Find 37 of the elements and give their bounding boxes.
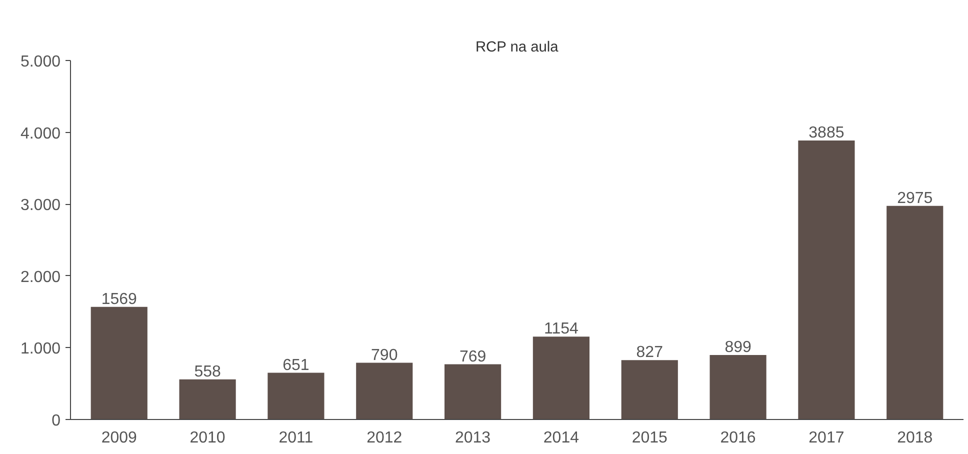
y-tick-label: 3.000 <box>20 197 61 214</box>
bar <box>798 140 855 420</box>
y-tick-label: 0 <box>52 412 61 430</box>
x-tick-label: 2013 <box>454 430 491 446</box>
bar <box>886 206 944 420</box>
x-tick-label: 2011 <box>278 430 314 446</box>
x-tick-label: 2016 <box>720 430 756 446</box>
bar <box>444 364 502 420</box>
data-label: 769 <box>459 348 486 366</box>
x-tick-label: 2018 <box>897 430 933 446</box>
chart-title: RCP na aula <box>475 40 560 56</box>
x-tick-label: 2012 <box>366 430 402 446</box>
bar <box>90 306 148 420</box>
data-label: 1569 <box>101 290 138 308</box>
bar <box>710 354 766 420</box>
x-tick-label: 2014 <box>543 430 580 446</box>
x-tick-label: 2009 <box>101 430 138 446</box>
bar <box>179 379 236 420</box>
data-label: 1154 <box>544 320 579 338</box>
y-tick-label: 2.000 <box>20 268 61 286</box>
data-label: 827 <box>636 344 664 362</box>
data-label: 558 <box>194 363 221 380</box>
data-label: 790 <box>371 346 398 364</box>
x-tick-label: 2017 <box>808 430 844 446</box>
bar <box>621 360 678 420</box>
bar <box>356 362 413 420</box>
data-label: 3885 <box>808 124 844 142</box>
x-tick-label: 2015 <box>632 430 668 446</box>
bar <box>532 336 590 420</box>
y-tick-label: 5.000 <box>20 54 61 70</box>
y-tick-label: 1.000 <box>20 340 61 358</box>
data-label: 2975 <box>897 190 933 207</box>
y-tick-label: 4.000 <box>20 125 61 142</box>
x-tick-label: 2010 <box>190 430 226 446</box>
data-label: 899 <box>724 338 752 356</box>
data-label: 651 <box>282 356 310 374</box>
bar <box>268 372 324 420</box>
